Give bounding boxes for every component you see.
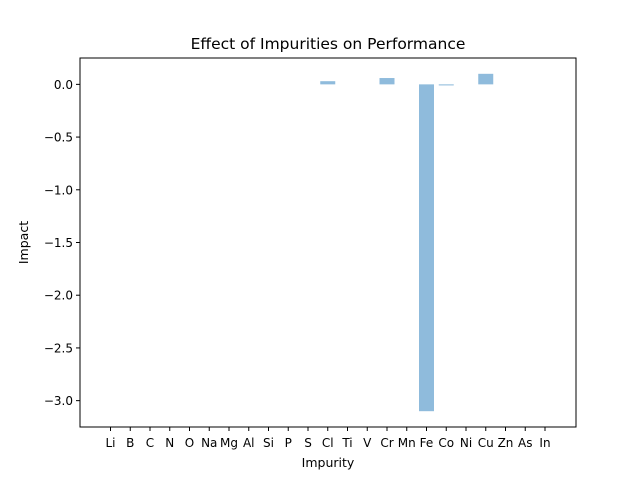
x-tick-label: Al — [243, 436, 255, 450]
x-tick-label: Mn — [398, 436, 416, 450]
x-tick-label: Cl — [322, 436, 334, 450]
x-tick-label: As — [518, 436, 532, 450]
bar-co — [438, 84, 454, 86]
y-tick-label: −3.0 — [44, 394, 73, 408]
x-tick-label: N — [165, 436, 174, 450]
y-tick-label: −0.5 — [44, 131, 73, 145]
y-axis-ticks: 0.0 −0.5 −1.0 −1.5 −2.0 −2.5 −3.0 — [44, 78, 80, 408]
bar-cl — [320, 81, 336, 85]
x-tick-label: Fe — [420, 436, 434, 450]
y-tick-label: −1.5 — [44, 236, 73, 250]
x-tick-label: P — [285, 436, 292, 450]
x-tick-label: Cr — [380, 436, 393, 450]
y-tick-label: 0.0 — [54, 78, 73, 92]
x-axis-ticks: Li B C N O Na Mg Al Si P S Cl Ti V Cr Mn Fe Co Ni Cu Zn As In — [105, 427, 551, 450]
x-tick-label: B — [126, 436, 134, 450]
y-tick-label: −2.0 — [44, 289, 73, 303]
x-tick-label: Ni — [460, 436, 472, 450]
x-tick-label: Na — [201, 436, 217, 450]
x-tick-label: Li — [105, 436, 115, 450]
y-tick-label: −2.5 — [44, 341, 73, 355]
x-tick-label: Co — [438, 436, 454, 450]
bar-cr — [379, 78, 395, 85]
y-tick-label: −1.0 — [44, 183, 73, 197]
x-tick-label: V — [363, 436, 372, 450]
x-tick-label: S — [304, 436, 312, 450]
bar-fe — [419, 84, 434, 412]
chart-title: Effect of Impurities on Performance — [191, 35, 466, 53]
x-axis-label: Impurity — [302, 455, 355, 470]
x-tick-label: Si — [263, 436, 274, 450]
x-tick-label: Mg — [220, 436, 238, 450]
x-tick-label: O — [185, 436, 194, 450]
x-tick-label: C — [146, 436, 154, 450]
bar-cu — [478, 73, 494, 85]
x-tick-label: In — [539, 436, 550, 450]
y-axis-label: Impact — [16, 221, 31, 264]
bars-group — [320, 73, 494, 412]
x-tick-label: Cu — [478, 436, 494, 450]
x-tick-label: Ti — [341, 436, 352, 450]
x-tick-label: Zn — [498, 436, 514, 450]
